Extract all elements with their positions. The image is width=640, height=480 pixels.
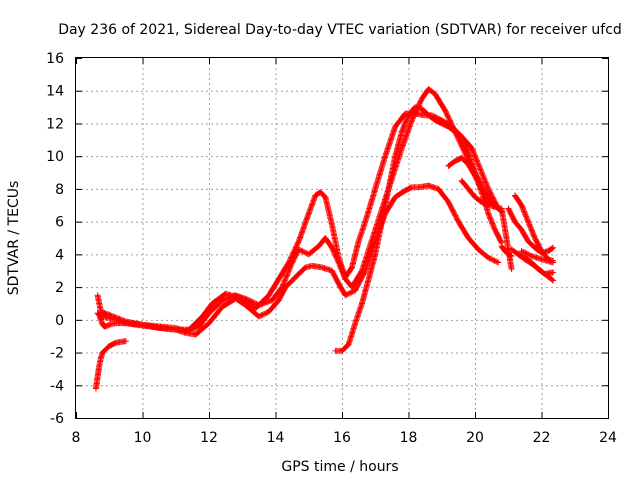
chart-title: Day 236 of 2021, Sidereal Day-to-day VTE… [58, 22, 622, 38]
y-tick-label: -2 [50, 346, 64, 362]
data-points [92, 86, 557, 392]
data-series-pass-13 [498, 243, 515, 259]
x-tick-label: 22 [533, 430, 551, 446]
data-series-pass-1 [94, 110, 502, 333]
data-series-pass-12 [518, 248, 557, 266]
y-tick-label: 4 [55, 247, 64, 263]
data-series-pass-9 [511, 192, 557, 264]
data-series-pass-4 [92, 338, 129, 392]
x-axis-label: GPS time / hours [281, 459, 398, 475]
y-axis-label: SDTVAR / TECUs [6, 181, 22, 296]
grid-lines [76, 58, 608, 418]
y-tick-label: 2 [55, 280, 64, 296]
y-tick-label: -6 [50, 411, 64, 427]
x-tick-label: 20 [466, 430, 484, 446]
data-series-pass-11 [515, 251, 557, 284]
x-tick-label: 10 [134, 430, 152, 446]
y-tick-label: 14 [46, 84, 64, 100]
y-tick-label: -4 [50, 378, 64, 394]
y-tick-label: 8 [55, 182, 64, 198]
data-series-pass-5 [332, 104, 505, 354]
x-tick-label: 24 [599, 430, 617, 446]
y-tick-label: 12 [46, 116, 64, 132]
plot-frame [75, 57, 609, 419]
y-tick-label: 6 [55, 215, 64, 231]
x-tick-label: 18 [400, 430, 418, 446]
data-series-pass-3 [96, 182, 502, 338]
y-tick-label: 0 [55, 313, 64, 329]
x-tick-label: 16 [333, 430, 351, 446]
x-tick-label: 12 [200, 430, 218, 446]
x-tick-label: 8 [72, 430, 81, 446]
y-tick-label: 16 [46, 51, 64, 67]
x-tick-label: 14 [267, 430, 285, 446]
data-series-pass-7 [458, 177, 498, 210]
y-tick-label: 10 [46, 149, 64, 165]
